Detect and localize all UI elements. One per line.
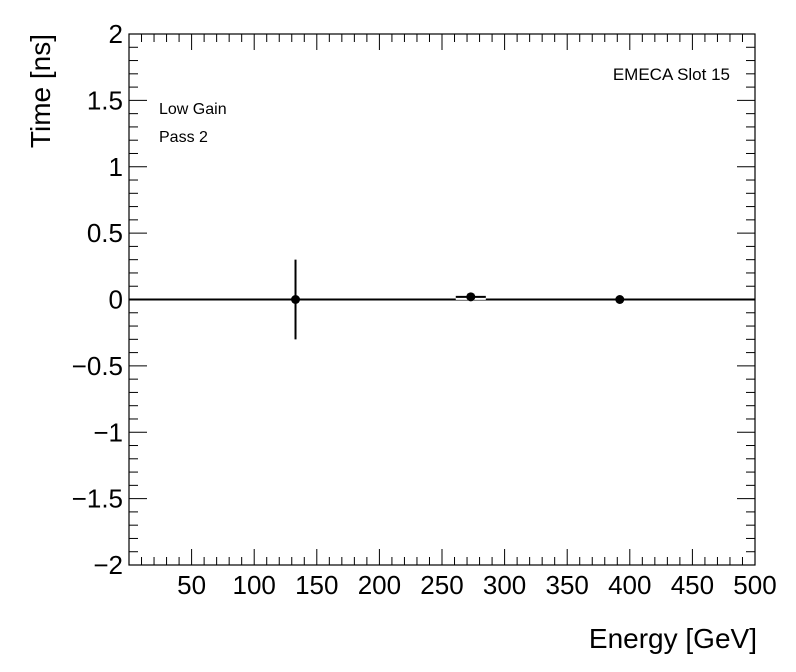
y-tick-label: −1 [93,417,123,447]
y-tick-label: 0.5 [87,218,123,248]
y-tick-label: 1 [109,152,123,182]
annotation-pass: Pass 2 [159,129,208,146]
x-tick-label: 450 [671,570,714,600]
x-tick-label: 500 [733,570,776,600]
data-point [291,259,301,340]
y-tick-label: −0.5 [72,351,123,381]
tick-labels: 50 100 150 200 250 300 350 400 450 500 −2 −1.5 −1 −0.… [72,19,777,600]
y-tick-label: −2 [93,550,123,580]
point-marker [291,295,301,304]
point-marker [615,295,625,304]
point-marker [466,292,476,302]
x-tick-label: 150 [295,570,338,600]
x-tick-label: 250 [420,570,463,600]
x-tick-label: 200 [358,570,401,600]
data-points [291,259,625,340]
x-tick-label: 300 [483,570,526,600]
y-tick-label: 1.5 [87,85,123,115]
y-tick-label: −1.5 [72,484,123,514]
x-tick-label: 400 [608,570,651,600]
axis-ticks [129,33,756,566]
annotation-low-gain: Low Gain [159,101,227,118]
y-tick-label: 0 [109,285,123,315]
data-point [455,292,486,302]
y-axis-label: Time [ns] [25,34,56,148]
x-tick-label: 50 [177,570,206,600]
label-top-right: EMECA Slot 15 [613,65,730,84]
x-tick-label: 350 [546,570,589,600]
data-point [615,295,625,304]
x-tick-label: 100 [233,570,276,600]
x-axis-label: Energy [GeV] [589,623,757,654]
y-tick-label: 2 [109,19,123,49]
